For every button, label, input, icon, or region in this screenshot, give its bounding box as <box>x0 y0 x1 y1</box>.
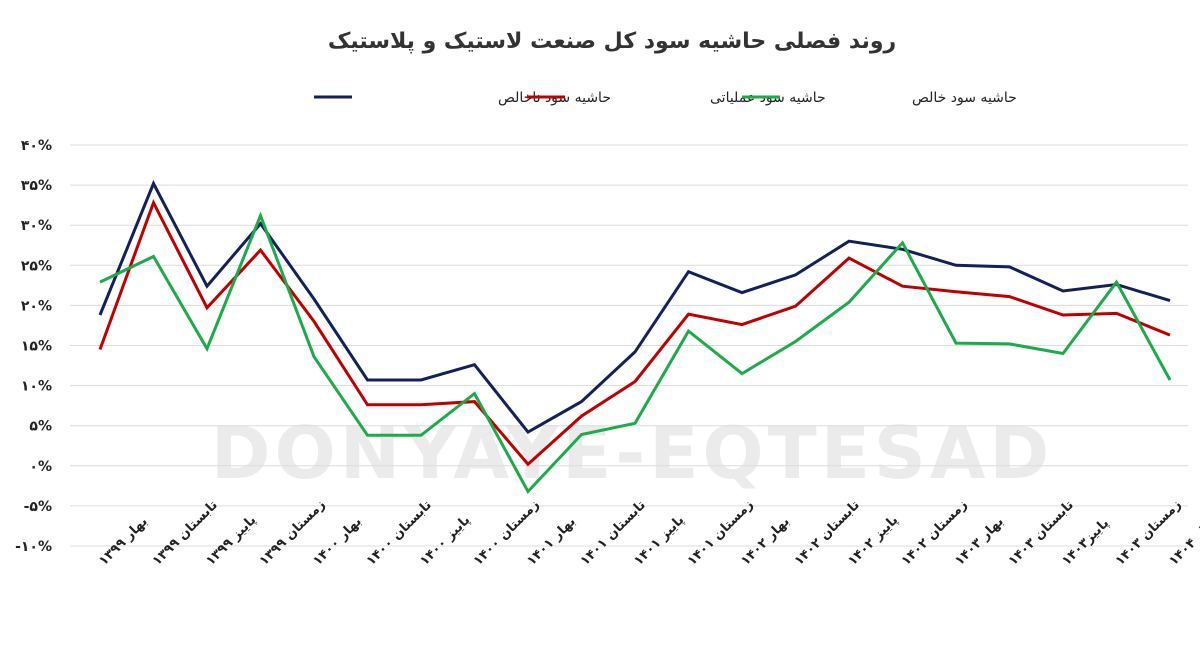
x-tick-label: پاییز ۱۴۰۰ <box>417 513 473 569</box>
y-tick-label: ۱۵% <box>21 339 52 355</box>
x-tick-label: پاییز ۱۴۰۲ <box>845 513 901 569</box>
x-tick-label: پاییز۱۴۰۳ <box>1059 516 1112 569</box>
y-tick-label: -۵% <box>24 499 52 515</box>
y-axis-ticks: ۴۰% ۳۵% ۳۰% ۲۵% ۲۰% ۱۵% ۱۰% ۵% ۰% -۵% -۱۰% <box>15 138 52 555</box>
y-tick-label: ۳۰% <box>21 218 52 234</box>
y-tick-label: ۰% <box>29 459 52 475</box>
y-tick-label: ۱۰% <box>21 379 52 395</box>
series-lines <box>98 179 1172 495</box>
y-tick-label: -۱۰% <box>15 539 52 555</box>
y-tick-label: ۲۵% <box>21 258 52 274</box>
x-tick-label: بهار ۱۴۰۳ <box>952 514 1007 569</box>
y-tick-label: ۵% <box>29 419 52 435</box>
x-tick-label: بهار ۱۴۰۴ <box>1166 514 1200 569</box>
x-tick-label: بهار ۱۴۰۲ <box>738 514 793 569</box>
x-tick-label: پاییز ۱۴۰۱ <box>631 513 687 569</box>
x-tick-label: بهار ۱۴۰۰ <box>310 514 365 569</box>
y-tick-label: ۲۰% <box>21 298 52 314</box>
series-line <box>98 198 1171 467</box>
y-tick-label: ۴۰% <box>21 138 52 154</box>
x-tick-label: بهار ۱۴۰۱ <box>524 514 579 569</box>
x-tick-label: پاییز ۱۳۹۹ <box>203 513 259 569</box>
legend-label: حاشیه سود خالص <box>912 90 1017 106</box>
series-line <box>98 179 1171 435</box>
y-tick-label: ۳۵% <box>21 178 52 194</box>
chart-title: روند فصلی حاشیه سود کل صنعت لاستیک و پلا… <box>328 29 896 54</box>
x-tick-label: بهار ۱۳۹۹ <box>96 514 151 569</box>
series-line <box>99 211 1172 495</box>
